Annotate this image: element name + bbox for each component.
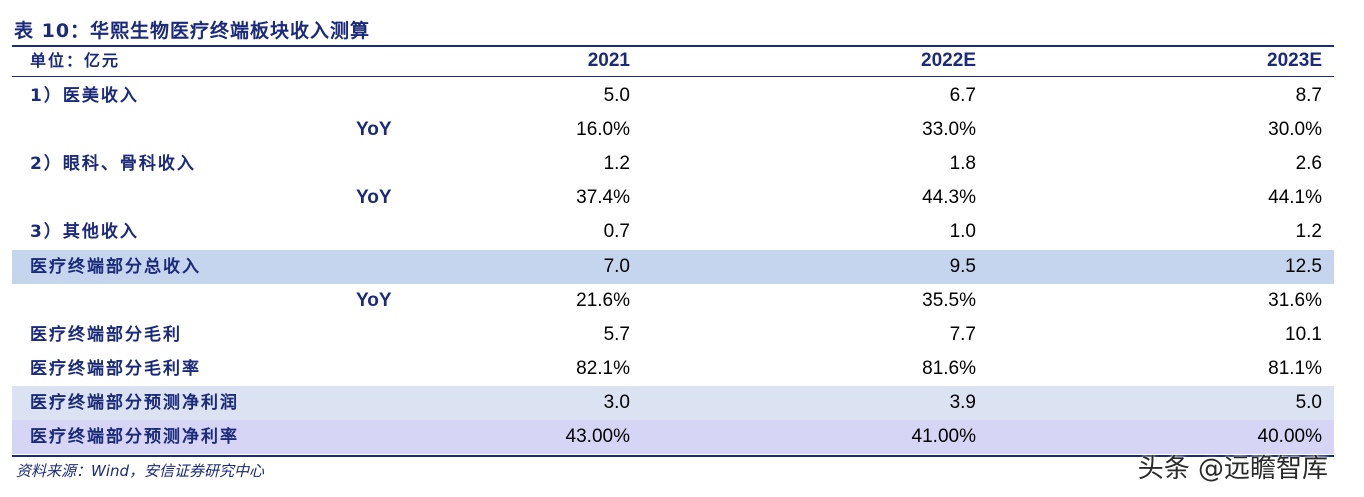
value-2023e: 44.1%	[1268, 187, 1322, 208]
value-2021: 43.00%	[565, 426, 630, 447]
table-header-row: 单位：亿元 2021 2022E 2023E	[12, 44, 1334, 78]
value-2023e: 40.00%	[1257, 426, 1322, 447]
row-label: 医疗终端部分毛利率	[30, 359, 201, 379]
value-2021: 21.6%	[576, 290, 630, 311]
unit-label: 单位：亿元	[30, 51, 121, 70]
value-2022e: 3.9	[949, 392, 976, 413]
value-2021: 5.7	[603, 324, 630, 345]
bottom-rule	[12, 455, 1334, 457]
row-label: 医疗终端部分预测净利率	[30, 427, 239, 447]
table-title: 表 10：华熙生物医疗终端板块收入测算	[14, 20, 371, 42]
row-label: 2）眼科、骨科收入	[30, 154, 196, 174]
value-2022e: 35.5%	[922, 290, 976, 311]
value-2022e: 1.8	[949, 153, 976, 174]
table-row: YoY 21.6% 35.5% 31.6%	[12, 284, 1334, 318]
value-2021: 3.0	[603, 392, 630, 413]
value-2022e: 9.5	[949, 256, 976, 277]
value-2023e: 12.5	[1285, 256, 1322, 277]
row-label: 医疗终端部分毛利	[30, 325, 182, 345]
yoy-label: YoY	[356, 119, 392, 140]
value-2021: 7.0	[603, 256, 630, 277]
value-2023e: 31.6%	[1268, 290, 1322, 311]
table-row: YoY 16.0% 33.0% 30.0%	[12, 113, 1334, 147]
watermark: 头条 @远瞻智库	[1137, 454, 1328, 484]
value-2022e: 81.6%	[922, 358, 976, 379]
value-2021: 5.0	[603, 85, 630, 106]
value-2023e: 10.1	[1285, 324, 1322, 345]
value-2021: 37.4%	[576, 187, 630, 208]
value-2021: 1.2	[603, 153, 630, 174]
yoy-label: YoY	[356, 290, 392, 311]
table-row: 医疗终端部分毛利 5.7 7.7 10.1	[12, 318, 1334, 352]
value-2021: 16.0%	[576, 119, 630, 140]
row-label: 3）其他收入	[30, 222, 139, 242]
row-label: 1）医美收入	[30, 86, 139, 106]
row-label: 医疗终端部分预测净利润	[30, 393, 239, 413]
value-2023e: 30.0%	[1268, 119, 1322, 140]
table-row: 1）医美收入 5.0 6.7 8.7	[12, 79, 1334, 113]
table-row: 2）眼科、骨科收入 1.2 1.8 2.6	[12, 147, 1334, 181]
top-rule	[12, 45, 1334, 47]
value-2023e: 1.2	[1295, 221, 1322, 242]
table-row-highlighted: 医疗终端部分预测净利率 43.00% 41.00% 40.00%	[12, 420, 1334, 454]
header-rule	[12, 76, 1334, 77]
value-2021: 0.7	[603, 221, 630, 242]
row-label: 医疗终端部分总收入	[30, 257, 201, 277]
value-2022e: 7.7	[949, 324, 976, 345]
table-row: YoY 37.4% 44.3% 44.1%	[12, 181, 1334, 215]
value-2022e: 1.0	[949, 221, 976, 242]
table-row-highlighted: 医疗终端部分预测净利润 3.0 3.9 5.0	[12, 386, 1334, 420]
column-header-2021: 2021	[587, 50, 630, 71]
value-2023e: 2.6	[1295, 153, 1322, 174]
value-2023e: 8.7	[1295, 85, 1322, 106]
column-header-2022e: 2022E	[921, 50, 976, 71]
value-2023e: 81.1%	[1268, 358, 1322, 379]
source-note: 资料来源：Wind，安信证券研究中心	[16, 462, 265, 480]
table-row: 医疗终端部分毛利率 82.1% 81.6% 81.1%	[12, 352, 1334, 386]
value-2022e: 44.3%	[922, 187, 976, 208]
column-header-2023e: 2023E	[1267, 50, 1322, 71]
value-2023e: 5.0	[1295, 392, 1322, 413]
yoy-label: YoY	[356, 187, 392, 208]
table-row: 3）其他收入 0.7 1.0 1.2	[12, 215, 1334, 249]
value-2022e: 41.00%	[911, 426, 976, 447]
table-row-highlighted: 医疗终端部分总收入 7.0 9.5 12.5	[12, 250, 1334, 284]
value-2021: 82.1%	[576, 358, 630, 379]
value-2022e: 33.0%	[922, 119, 976, 140]
value-2022e: 6.7	[949, 85, 976, 106]
